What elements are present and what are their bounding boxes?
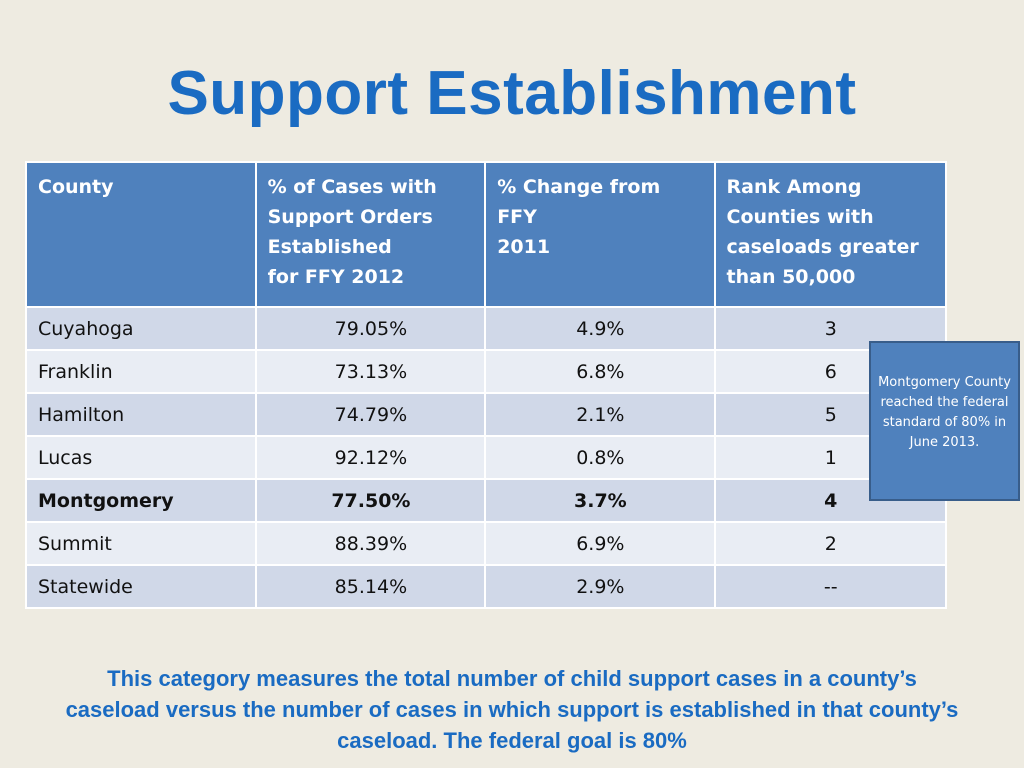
- county-cell: Lucas: [25, 435, 257, 480]
- change-cell: 6.9%: [484, 521, 716, 566]
- change-cell: 2.9%: [484, 564, 716, 609]
- change-cell: 3.7%: [484, 478, 716, 523]
- slide-title: Support Establishment: [167, 59, 857, 128]
- rank-cell: 2: [713, 521, 948, 566]
- change-cell: 0.8%: [484, 435, 716, 480]
- header-percent-change: % Change from FFY 2011: [484, 161, 716, 308]
- support-table: County % of Cases with Support Orders Es…: [25, 161, 948, 609]
- change-cell: 6.8%: [484, 349, 716, 394]
- table-row: Hamilton 74.79% 2.1% 5: [25, 392, 948, 437]
- table-row: Summit 88.39% 6.9% 2: [25, 521, 948, 566]
- county-cell: Summit: [25, 521, 257, 566]
- table-row: Cuyahoga 79.05% 4.9% 3: [25, 306, 948, 351]
- percent-cell: 74.79%: [254, 392, 487, 437]
- county-cell: Montgomery: [25, 478, 257, 523]
- header-percent-established: % of Cases with Support Orders Establish…: [254, 161, 487, 308]
- change-cell: 2.1%: [484, 392, 716, 437]
- table-row: Lucas 92.12% 0.8% 1: [25, 435, 948, 480]
- percent-cell: 79.05%: [254, 306, 487, 351]
- percent-cell: 92.12%: [254, 435, 487, 480]
- county-cell: Hamilton: [25, 392, 257, 437]
- header-rank: Rank Among Counties with caseloads great…: [713, 161, 948, 308]
- percent-cell: 88.39%: [254, 521, 487, 566]
- rank-cell: 3: [713, 306, 948, 351]
- table-row-highlighted: Montgomery 77.50% 3.7% 4: [25, 478, 948, 523]
- change-cell: 4.9%: [484, 306, 716, 351]
- percent-cell: 73.13%: [254, 349, 487, 394]
- county-cell: Cuyahoga: [25, 306, 257, 351]
- county-cell: Statewide: [25, 564, 257, 609]
- table-row: Franklin 73.13% 6.8% 6: [25, 349, 948, 394]
- county-cell: Franklin: [25, 349, 257, 394]
- callout-box: Montgomery County reached the federal st…: [869, 341, 1020, 501]
- percent-cell: 77.50%: [254, 478, 487, 523]
- header-county: County: [25, 161, 257, 308]
- table-row: Statewide 85.14% 2.9% --: [25, 564, 948, 609]
- table-header-row: County % of Cases with Support Orders Es…: [25, 161, 948, 308]
- percent-cell: 85.14%: [254, 564, 487, 609]
- footnote-text: This category measures the total number …: [65, 666, 959, 753]
- rank-cell: --: [713, 564, 948, 609]
